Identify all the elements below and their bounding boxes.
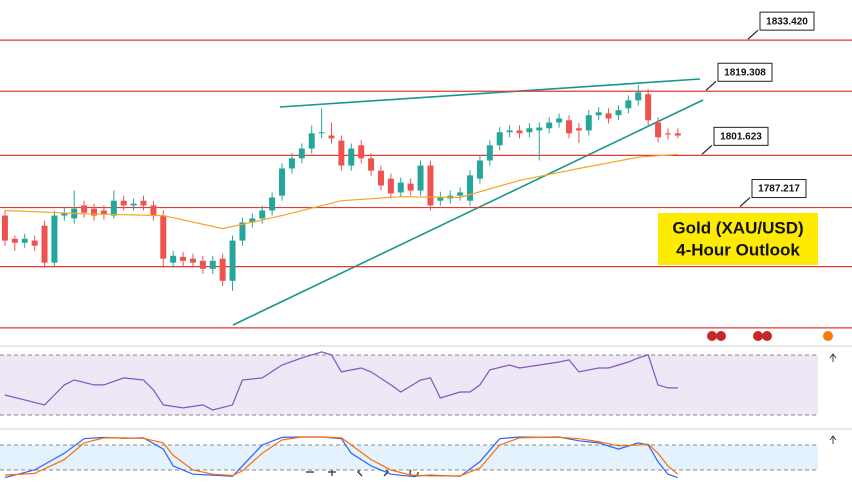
candle-body — [239, 222, 246, 241]
candle-body — [457, 192, 464, 196]
chart-subtitle: 4-Hour Outlook — [676, 240, 800, 259]
candle-body — [110, 200, 117, 216]
candle-body — [189, 258, 196, 263]
candle-body — [150, 205, 157, 216]
candle-body — [91, 208, 98, 216]
candle-body — [595, 112, 602, 116]
title-box — [658, 213, 818, 265]
candle-body — [377, 170, 384, 186]
candle-body — [21, 238, 28, 243]
candle-body — [506, 130, 513, 133]
candle-body — [51, 215, 58, 263]
candle-body — [674, 133, 681, 136]
indicator-band — [0, 444, 818, 471]
candle-body — [269, 197, 276, 211]
candle-body — [209, 260, 216, 269]
candle-body — [61, 212, 68, 216]
indicator-line — [4, 153, 678, 230]
candle-body — [229, 240, 236, 281]
level-label-box — [751, 179, 807, 199]
candle-body — [585, 115, 592, 131]
candle-body — [615, 110, 622, 116]
level-label: 1819.308 — [724, 67, 766, 78]
panel-arrow — [829, 353, 837, 362]
candle-body — [516, 130, 523, 134]
candle-body — [645, 94, 652, 121]
candle-body — [130, 203, 137, 206]
candle-body — [467, 175, 474, 201]
candle-body — [486, 145, 493, 161]
flag — [762, 331, 772, 341]
flag — [753, 331, 763, 341]
candle-body — [328, 135, 335, 139]
candle-body — [41, 225, 48, 263]
panel-arrow — [829, 435, 837, 444]
candle-body — [565, 120, 572, 134]
candle-body — [318, 132, 325, 134]
candle-body — [625, 100, 632, 109]
label-pointer — [739, 197, 751, 207]
flag — [716, 331, 726, 341]
candle-body — [288, 158, 295, 169]
candle-body — [407, 183, 414, 191]
candle-body — [358, 145, 365, 159]
candle-body — [170, 255, 177, 263]
candle-body — [1, 215, 8, 241]
candle-body — [496, 132, 503, 146]
candle-body — [556, 118, 563, 123]
indicator-line — [4, 436, 679, 477]
candle-body — [160, 215, 167, 259]
candle-body — [81, 205, 88, 213]
candle-body — [199, 260, 206, 269]
label-pointer — [705, 80, 717, 91]
candle-body — [180, 256, 187, 261]
candle-body — [437, 196, 444, 201]
candle-body — [575, 128, 582, 131]
candle-body — [635, 92, 642, 101]
candle-body — [31, 240, 38, 246]
candle-body — [120, 200, 127, 206]
candle-body — [308, 133, 315, 149]
level-label-box — [713, 126, 769, 146]
candle-body — [476, 160, 483, 179]
candle-body — [259, 210, 266, 219]
event-flags — [707, 331, 833, 341]
candle-body — [249, 218, 256, 223]
level-label: 1801.623 — [720, 131, 762, 142]
candle-body — [279, 168, 286, 196]
candle-body — [219, 258, 226, 281]
candle-body — [348, 148, 355, 166]
candle-body — [605, 113, 612, 119]
flag — [707, 331, 717, 341]
candle-body — [427, 165, 434, 206]
level-label-box — [759, 11, 815, 31]
candle-body — [397, 182, 404, 193]
candle-body — [11, 238, 18, 243]
candle-body — [298, 148, 305, 159]
candle-body — [664, 133, 671, 135]
indicator-band — [0, 354, 818, 415]
candle-body — [526, 128, 533, 133]
candle-body — [368, 158, 375, 171]
candle-body — [140, 200, 147, 206]
trend-line — [232, 99, 704, 326]
candle-body — [387, 178, 394, 194]
level-label-box — [717, 62, 773, 82]
candle-body — [546, 122, 553, 129]
candle-body — [655, 122, 662, 138]
chart-title: Gold (XAU/USD) — [672, 218, 803, 237]
flag — [823, 331, 833, 341]
candle-body — [338, 140, 345, 166]
trend-line — [279, 78, 701, 108]
label-pointer — [747, 29, 759, 40]
indicator-line — [4, 351, 678, 411]
level-label: 1787.217 — [758, 184, 800, 195]
label-pointer — [701, 144, 713, 155]
level-label: 1833.420 — [766, 16, 808, 27]
candle-body — [417, 165, 424, 191]
candle-body — [536, 127, 543, 131]
candle-body — [100, 210, 107, 215]
